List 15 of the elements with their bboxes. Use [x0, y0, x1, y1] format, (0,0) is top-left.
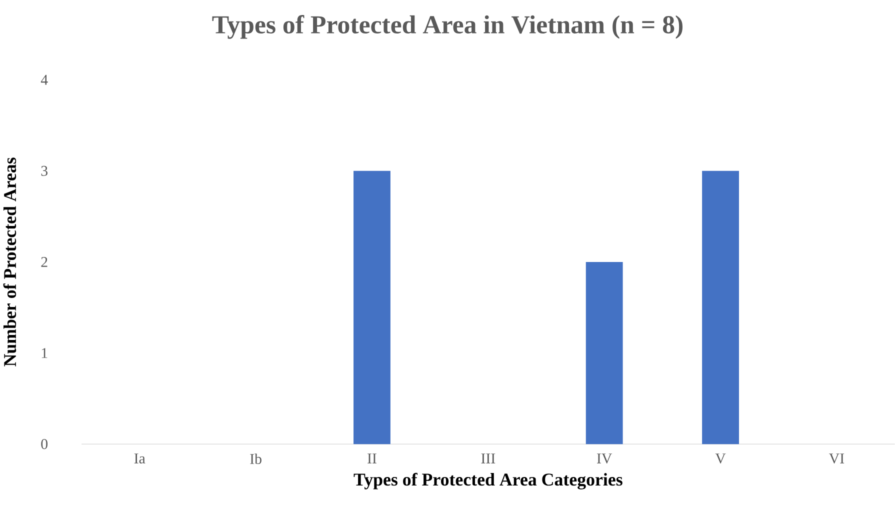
x-tick-label: II — [368, 454, 376, 464]
chart-title: Types of Protected Area in Vietnam (n = 8) — [212, 15, 683, 39]
y-axis-title: Number of Protected Areas — [3, 158, 16, 366]
y-tick-label: 4 — [40, 74, 48, 85]
x-tick-label: Ib — [250, 454, 262, 464]
y-tick-label: 1 — [42, 348, 48, 358]
x-tick-label: Ia — [134, 454, 146, 464]
y-tick-label: 3 — [41, 166, 48, 176]
x-axis-title: Types of Protected Area Categories — [354, 472, 622, 490]
y-tick-label: 2 — [41, 257, 48, 267]
x-tick-label: IV — [597, 454, 612, 464]
y-tick-label: 0 — [41, 439, 48, 450]
x-tick-label: VI — [829, 454, 844, 464]
x-tick-label: V — [715, 454, 726, 464]
x-tick-label: III — [481, 454, 496, 464]
